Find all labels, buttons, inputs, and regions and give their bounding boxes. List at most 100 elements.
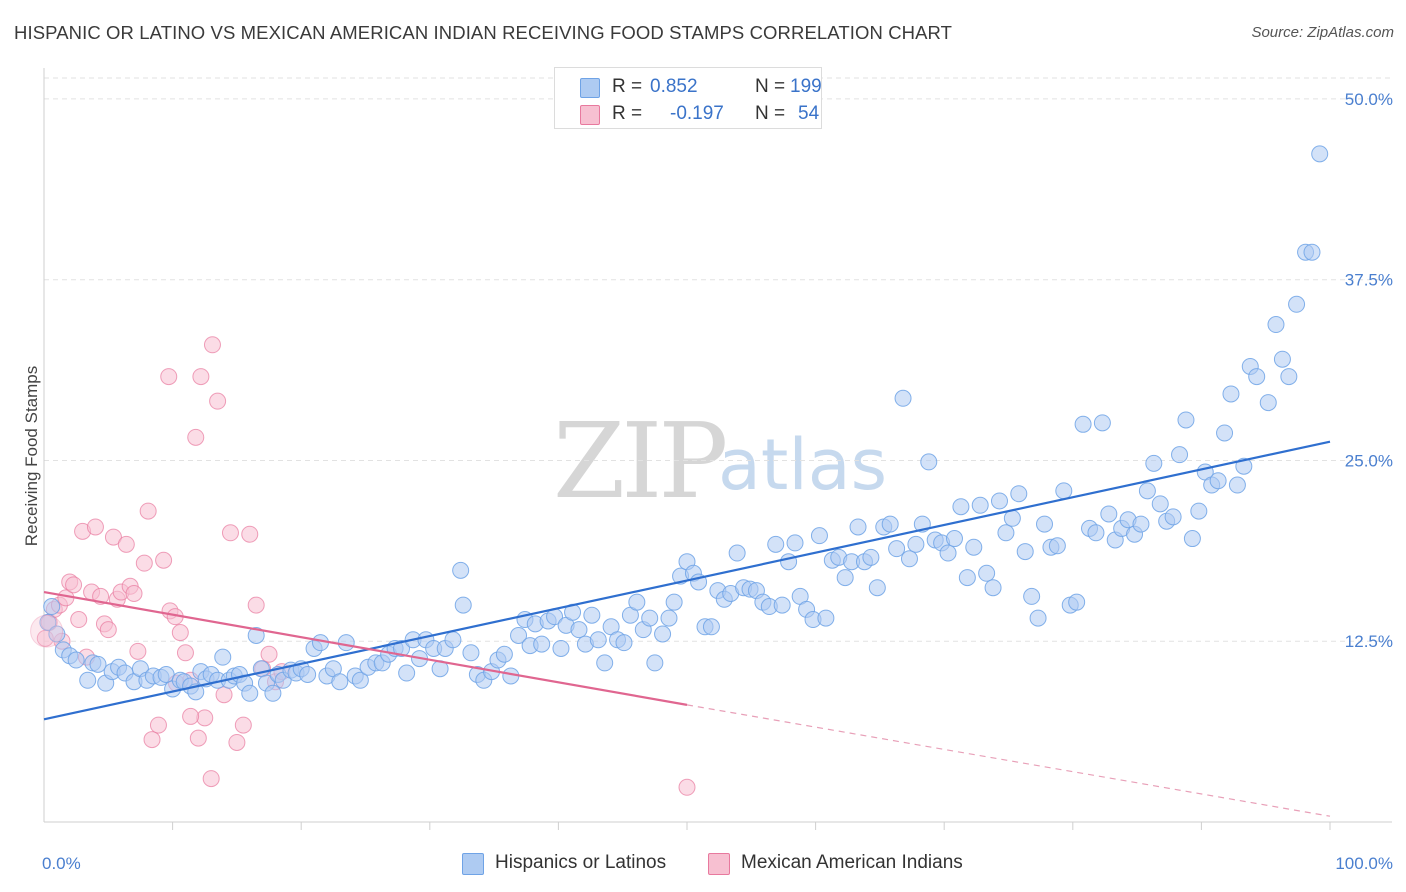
hispanic-point — [264, 684, 282, 702]
mexican-american-indian-point — [247, 596, 265, 614]
hispanic-point — [589, 631, 607, 649]
hispanic-point — [596, 654, 614, 672]
hispanic-point — [1273, 350, 1291, 368]
hispanic-point — [1016, 543, 1034, 561]
hispanic-point — [665, 593, 683, 611]
hispanic-point — [1267, 316, 1285, 334]
hispanic-point — [728, 544, 746, 562]
hispanic-point — [299, 665, 317, 683]
r-label: R = — [612, 76, 643, 97]
n-label: N = — [755, 76, 786, 97]
hispanic-point — [1055, 482, 1073, 500]
mexican-american-indian-point — [171, 624, 189, 642]
hispanic-point — [1311, 145, 1329, 163]
mexican-american-indian-point — [189, 729, 207, 747]
hispanic-point — [641, 609, 659, 627]
y-tick-label: 12.5% — [1345, 632, 1393, 651]
hispanic-point — [48, 625, 66, 643]
hispanic-point — [79, 671, 97, 689]
hispanic-point — [984, 579, 1002, 597]
hispanic-point — [900, 550, 918, 568]
hispanic-point — [1171, 446, 1189, 464]
mexican-american-indian-swatch — [580, 105, 600, 125]
mexican-american-indian-point — [135, 554, 153, 572]
mexican-american-indian-point — [86, 518, 104, 536]
hispanic-point — [1177, 411, 1195, 429]
hispanic-point — [817, 609, 835, 627]
mexican-american-indian-point — [228, 733, 246, 751]
hispanic-point — [780, 553, 798, 571]
hispanic-point — [462, 644, 480, 662]
mexican-american-indian-point — [241, 525, 259, 543]
hispanic-point — [1048, 537, 1066, 555]
hispanic-point — [1029, 609, 1047, 627]
hispanic-point — [1010, 485, 1028, 503]
hispanic-point — [773, 596, 791, 614]
hispanic-point — [862, 548, 880, 566]
hispanic-point — [1164, 508, 1182, 526]
y-tick-label: 50.0% — [1345, 90, 1393, 109]
hispanic-point — [454, 596, 472, 614]
mexican-american-indian-point — [202, 770, 220, 788]
hispanic-point — [767, 535, 785, 553]
hispanic-point — [43, 598, 61, 616]
hispanic-point — [1023, 587, 1041, 605]
hispanic-regression-line — [43, 440, 1331, 721]
mexican-american-indians-legend-swatch — [708, 853, 730, 875]
hispanic-point — [881, 515, 899, 533]
hispanic-point — [952, 498, 970, 516]
hispanic-point — [990, 492, 1008, 510]
hispanic-point — [393, 639, 411, 657]
hispanic-point — [1036, 515, 1054, 533]
hispanic-point — [1132, 515, 1150, 533]
hispanic-point — [894, 389, 912, 407]
hispanic-point — [1074, 415, 1092, 433]
hispanic-point — [1280, 368, 1298, 386]
hispanic-point — [452, 561, 470, 579]
hispanic-point — [971, 496, 989, 514]
hispanic-point — [1183, 530, 1201, 548]
hispanic-point — [552, 639, 570, 657]
mexican-american-indian-point — [117, 535, 135, 553]
mexican-american-indian-point — [155, 551, 173, 569]
hispanic-point — [89, 655, 107, 673]
hispanic-point — [214, 648, 232, 666]
mexican-american-indian-point — [187, 428, 205, 446]
x-tick-label-min: 0.0% — [42, 854, 81, 873]
y-tick-label: 25.0% — [1345, 451, 1393, 470]
hispanic-point — [660, 609, 678, 627]
r-label: R = — [612, 103, 643, 124]
hispanic-point — [241, 684, 259, 702]
hispanic-point — [583, 606, 601, 624]
mexican-american-indian-cluster — [30, 614, 64, 648]
hispanic-point — [868, 579, 886, 597]
mexican-american-indian-regression-line — [43, 590, 688, 706]
hispanics-legend-label: Hispanics or Latinos — [495, 852, 667, 873]
mexican-american-indian-point — [149, 716, 167, 734]
mexican-american-indian-point — [182, 707, 200, 725]
hispanic-point — [39, 613, 57, 631]
r-value: 0.852 — [650, 76, 698, 97]
hispanic-point — [1003, 509, 1021, 527]
mexican-american-indian-point — [65, 576, 83, 594]
mexican-american-indian-point — [260, 645, 278, 663]
hispanic-point — [398, 664, 416, 682]
hispanic-point — [1228, 476, 1246, 494]
mexican-american-indian-point — [234, 716, 252, 734]
watermark-atlas: atlas — [718, 424, 888, 506]
hispanic-point — [1303, 243, 1321, 261]
mexican-american-indian-point — [678, 778, 696, 796]
hispanic-point — [1248, 368, 1266, 386]
mexican-american-indian-point — [192, 368, 210, 386]
r-value: -0.197 — [670, 103, 724, 124]
mexican-american-indian-point — [139, 502, 157, 520]
hispanic-point — [495, 645, 513, 663]
mexican-american-indians-legend-label: Mexican American Indians — [741, 852, 963, 873]
hispanic-point — [1068, 593, 1086, 611]
hispanic-point — [628, 593, 646, 611]
hispanic-point — [1288, 295, 1306, 313]
source-label: Source: ZipAtlas.com — [1251, 24, 1394, 41]
mexican-american-indian-point — [176, 644, 194, 662]
mexican-american-indian-point — [221, 524, 239, 542]
